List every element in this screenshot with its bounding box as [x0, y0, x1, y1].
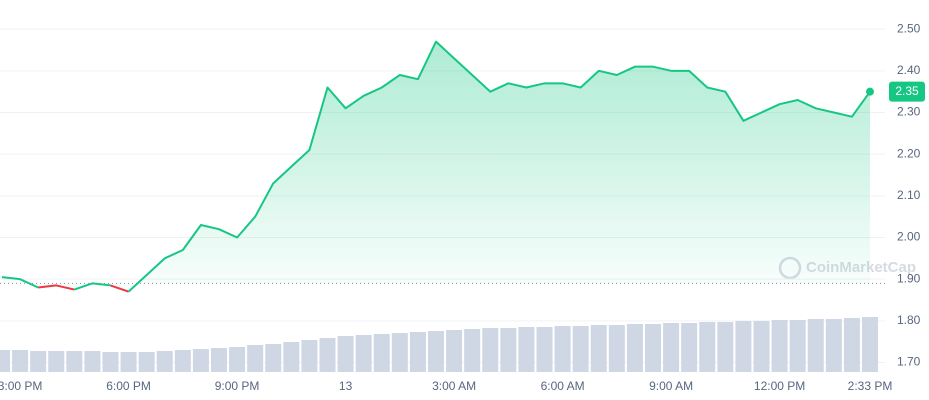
- volume-bar: [48, 351, 65, 372]
- y-tick-label: 1.90: [897, 271, 921, 285]
- x-tick-label: 9:00 PM: [215, 379, 260, 393]
- volume-bar: [211, 348, 227, 372]
- volume-bar: [482, 328, 499, 372]
- x-tick-label: 13: [339, 379, 353, 393]
- y-tick-label: 2.50: [897, 21, 921, 35]
- volume-bar: [518, 327, 535, 372]
- volume-bar: [102, 352, 119, 372]
- x-tick-label: 2:33 PM: [848, 379, 893, 393]
- price-line: [110, 284, 129, 293]
- volume-bar: [174, 350, 191, 372]
- volume-bar: [862, 317, 878, 372]
- volume-bar: [247, 345, 264, 372]
- volume-bar: [645, 324, 661, 372]
- volume-bar: [0, 350, 10, 372]
- volume-bar: [681, 323, 698, 372]
- volume-bar: [30, 351, 47, 372]
- volume-bar: [319, 338, 336, 372]
- volume-bar: [789, 320, 806, 372]
- x-tick-label: 6:00 AM: [541, 379, 585, 393]
- y-tick-label: 2.30: [897, 105, 921, 119]
- volume-bar: [536, 327, 553, 372]
- volume-bar: [229, 347, 246, 372]
- y-tick-label: 1.80: [897, 313, 921, 327]
- volume-bar: [771, 320, 788, 372]
- volume-bar: [156, 351, 173, 372]
- x-tick-label: 3:00 PM: [0, 379, 42, 393]
- y-tick-label: 2.20: [897, 146, 921, 160]
- volume-bar: [735, 321, 752, 372]
- volume-bar: [717, 322, 734, 372]
- price-line: [127, 40, 871, 293]
- y-tick-label: 2.00: [897, 230, 921, 244]
- volume-bar: [626, 324, 643, 372]
- y-tick-label: 2.10: [897, 188, 921, 202]
- volume-bar: [355, 335, 372, 372]
- volume-bar: [265, 344, 282, 372]
- price-tag: [889, 81, 925, 102]
- volume-bar: [590, 325, 607, 372]
- x-tick-label: 9:00 AM: [649, 379, 693, 393]
- volume-bar: [554, 326, 571, 372]
- price-line: [1, 276, 39, 289]
- volume-bar: [428, 331, 444, 372]
- volume-bar: [608, 325, 625, 372]
- x-tick-label: 3:00 AM: [432, 379, 476, 393]
- volume-bar: [138, 352, 155, 372]
- y-tick-label: 2.40: [897, 63, 921, 77]
- x-tick-label: 6:00 PM: [106, 379, 151, 393]
- volume-bar: [572, 326, 589, 372]
- price-line: [38, 284, 75, 291]
- last-point: [866, 87, 874, 96]
- volume-bar: [391, 333, 408, 372]
- price-line: [74, 282, 111, 291]
- volume-bar: [12, 350, 29, 372]
- volume-bar: [192, 349, 209, 372]
- volume-bar: [301, 340, 318, 372]
- volume-bar: [663, 323, 680, 372]
- volume-bar: [500, 328, 517, 372]
- volume-bar: [807, 319, 824, 372]
- volume-bar: [84, 351, 101, 372]
- price-area: [2, 41, 870, 292]
- volume-bar: [66, 351, 83, 372]
- volume-bar: [283, 342, 300, 372]
- x-tick-label: 12:00 PM: [754, 379, 805, 393]
- volume-bar: [446, 330, 463, 372]
- volume-bar: [464, 329, 481, 372]
- volume-bar: [337, 336, 354, 372]
- volume-bar: [409, 332, 426, 372]
- y-tick-label: 1.70: [897, 355, 921, 369]
- volume-bar: [753, 321, 770, 372]
- volume-bar: [373, 334, 390, 372]
- volume-bar: [120, 352, 137, 372]
- volume-bar: [699, 322, 716, 372]
- volume-bar: [843, 318, 860, 372]
- price-tag-label: 2.35: [895, 84, 919, 98]
- volume-bar: [825, 319, 842, 372]
